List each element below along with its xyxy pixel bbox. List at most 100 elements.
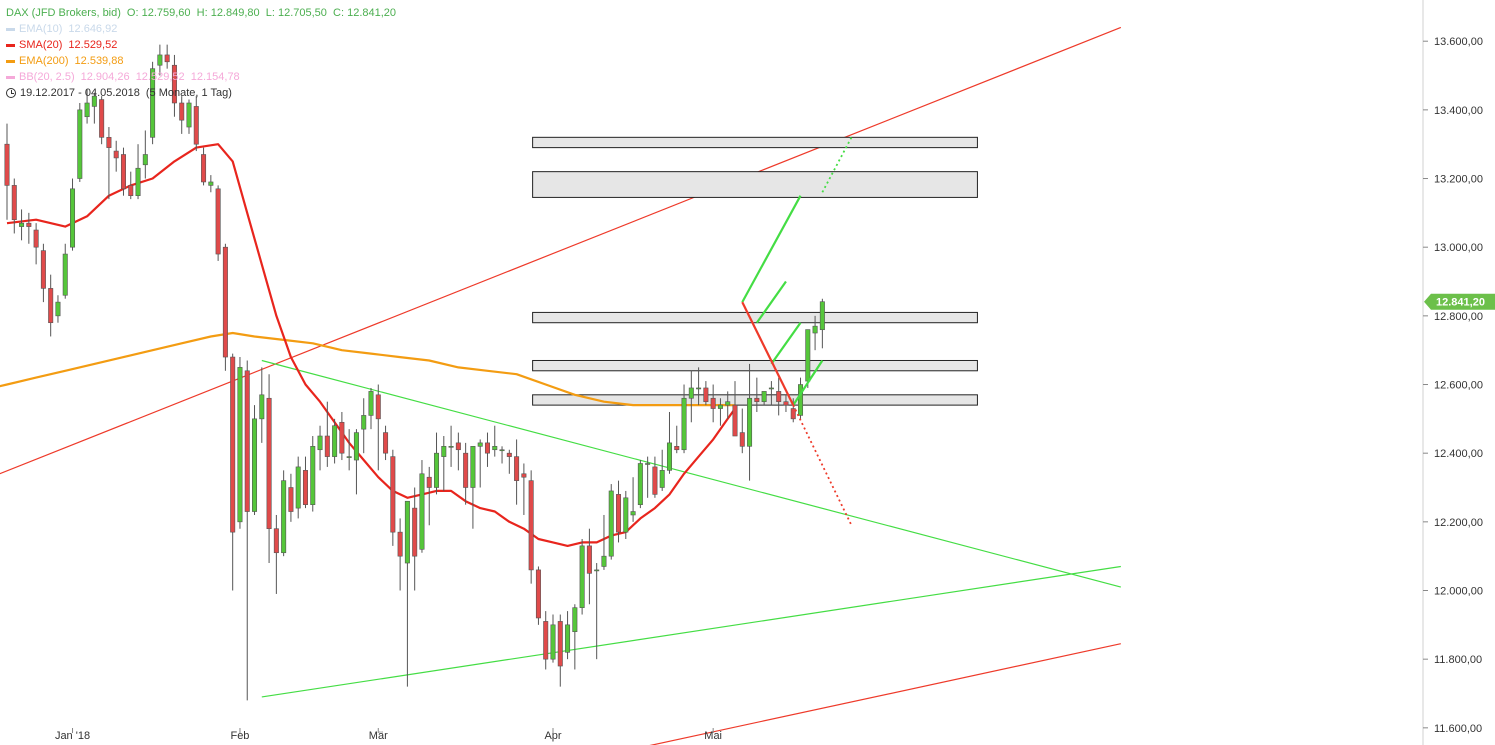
candle-down: [412, 507, 418, 557]
candle-down: [674, 446, 680, 451]
candle-up: [717, 404, 723, 409]
date-range: 19.12.2017 - 04.05.2018: [20, 87, 140, 99]
candle-up: [62, 253, 68, 296]
candle-down: [506, 452, 512, 457]
trend-line-red: [649, 643, 1121, 745]
candle-down: [302, 470, 308, 505]
scenario-up-path: [755, 280, 787, 324]
indicator-lines: [0, 143, 736, 547]
candle-down: [120, 154, 126, 190]
candle-up: [237, 367, 243, 523]
candle-up: [666, 442, 672, 471]
instrument-title-row: DAX (JFD Brokers, bid) O: 12.759,60 H: 1…: [6, 5, 396, 21]
legend-bollinger[interactable]: BB(20, 2.5) 12.904,26 12.529,52 12.154,7…: [6, 69, 396, 85]
date-range-row: 19.12.2017 - 04.05.2018 (5 Monate, 1 Tag…: [6, 85, 396, 101]
candle-down: [616, 494, 622, 533]
candle-up: [572, 607, 578, 633]
candle-down: [230, 356, 236, 533]
y-tick-label: 12.600,00: [1434, 380, 1483, 392]
ema10-swatch: [6, 27, 15, 31]
price-zone: [532, 136, 978, 149]
candle-up: [550, 624, 556, 660]
scenario-arrows: [741, 136, 853, 526]
candle-down: [703, 387, 709, 402]
candle-up: [310, 446, 316, 505]
y-tick-label: 11.600,00: [1434, 723, 1482, 735]
candle-down: [99, 99, 105, 138]
candle-down: [171, 64, 177, 104]
x-tick-label: Feb: [230, 730, 249, 742]
candle-up: [688, 387, 694, 399]
candle-up: [434, 452, 440, 488]
candle-up: [208, 181, 214, 186]
candle-down: [390, 456, 396, 533]
candle-up: [812, 325, 818, 334]
x-tick-label: Mai: [704, 730, 722, 742]
y-tick-label: 12.800,00: [1434, 311, 1483, 323]
y-tick-label: 11.800,00: [1434, 654, 1482, 666]
candles: [4, 44, 825, 701]
candle-up: [608, 490, 614, 557]
candle-up: [186, 102, 192, 128]
candle-down: [164, 54, 170, 63]
candle-up: [659, 470, 665, 488]
ema200-label: EMA(200): [19, 55, 69, 67]
candle-down: [33, 229, 39, 248]
candle-down: [543, 621, 549, 660]
candle-up: [565, 624, 571, 653]
candle-up: [55, 301, 61, 317]
price-zone: [532, 311, 978, 324]
candle-up: [630, 511, 636, 516]
candle-up: [361, 415, 367, 430]
candle-up: [761, 391, 767, 402]
candle-down: [776, 391, 782, 402]
ema10-label: EMA(10): [19, 23, 63, 35]
candle-up: [368, 391, 374, 416]
candle-down: [521, 473, 527, 478]
candle-down: [11, 185, 17, 221]
candle-up: [477, 442, 483, 447]
candle-up: [404, 500, 410, 564]
last-price-label: 12.841,20: [1436, 297, 1485, 309]
candle-up: [637, 463, 643, 505]
ema200-value: 12.539,88: [74, 55, 124, 67]
candle-up: [747, 397, 753, 447]
candle-up: [594, 569, 600, 572]
y-tick-label: 13.200,00: [1434, 174, 1483, 186]
candle-down: [273, 528, 279, 554]
candle-up: [70, 188, 76, 248]
candle-up: [798, 384, 804, 416]
candle-up: [346, 456, 352, 458]
ema10-value: 12.646,92: [68, 23, 118, 35]
price-zone: [532, 359, 978, 372]
candle-down: [535, 569, 541, 619]
candle-up: [252, 418, 258, 512]
legend-ema10[interactable]: EMA(10) 12.646,92: [6, 21, 396, 37]
candle-up: [295, 466, 301, 509]
candle-down: [339, 421, 345, 454]
candle-up: [77, 109, 83, 179]
candle-up: [819, 301, 825, 331]
legend-ema200[interactable]: EMA(200) 12.539,88: [6, 53, 396, 69]
candle-down: [4, 143, 10, 186]
candle-up: [499, 449, 505, 452]
y-tick-label: 13.000,00: [1434, 242, 1483, 254]
candle-down: [383, 432, 389, 454]
candle-up: [492, 446, 498, 451]
candle-up: [142, 154, 148, 166]
candle-up: [157, 54, 163, 66]
x-tick-label: Apr: [544, 730, 561, 742]
candle-down: [790, 408, 796, 420]
scenario-up-path: [792, 359, 824, 406]
scenario-up-path: [821, 136, 853, 193]
last-price-badge: [1424, 293, 1495, 310]
price-zone: [532, 171, 978, 198]
sma20-label: SMA(20): [19, 39, 63, 51]
price-zones: [532, 136, 978, 406]
scenario-down-path: [792, 404, 853, 526]
legend-sma20[interactable]: SMA(20) 12.529,52: [6, 37, 396, 53]
y-tick-label: 12.000,00: [1434, 586, 1483, 598]
candle-down: [375, 394, 381, 420]
scenario-up-path: [770, 322, 802, 365]
